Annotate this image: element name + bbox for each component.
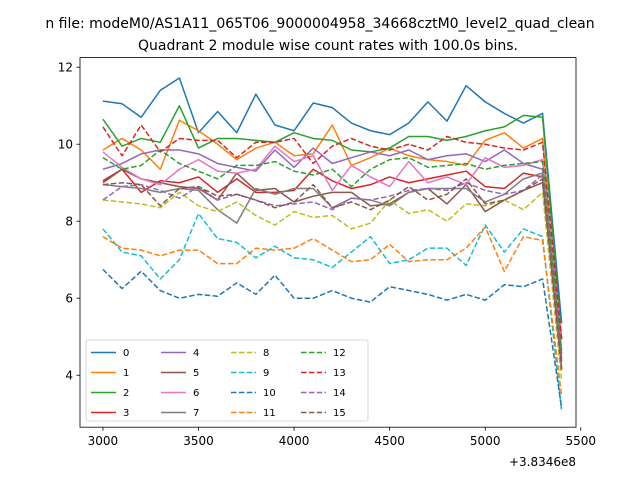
legend-label-14: 14	[333, 388, 346, 399]
y-tick-label: 4	[65, 369, 73, 383]
legend-label-4: 4	[193, 348, 199, 359]
series-line-6	[102, 145, 563, 339]
legend-label-5: 5	[193, 368, 199, 379]
legend-label-12: 12	[333, 348, 346, 359]
figure-suptitle: n file: modeM0/AS1A11_065T06_9000004958_…	[45, 16, 594, 32]
legend-label-8: 8	[263, 348, 269, 359]
series-line-8	[102, 191, 563, 382]
x-tick-label: 3500	[183, 434, 214, 448]
x-tick-label: 5500	[566, 434, 597, 448]
series-line-11	[102, 226, 563, 397]
x-tick-label: 5000	[470, 434, 501, 448]
series-line-14	[102, 174, 563, 368]
series-line-12	[102, 149, 563, 357]
legend-label-11: 11	[263, 408, 276, 419]
x-tick-label: 4000	[279, 434, 310, 448]
legend-label-3: 3	[123, 408, 129, 419]
series-line-10	[102, 268, 563, 409]
y-tick-label: 8	[65, 215, 73, 229]
series-line-1	[102, 119, 563, 360]
legend-label-6: 6	[193, 388, 199, 399]
legend-label-10: 10	[263, 388, 276, 399]
plot-frame	[79, 57, 577, 428]
chart-title: Quadrant 2 module wise count rates with …	[138, 38, 518, 54]
series-line-5	[102, 168, 563, 362]
y-tick-label: 12	[58, 61, 73, 75]
series-line-3	[102, 168, 563, 370]
series-layer	[102, 77, 563, 412]
legend-label-7: 7	[193, 408, 199, 419]
series-line-4	[102, 147, 563, 351]
legend-box	[85, 339, 369, 422]
x-axis: 3000 3500 4000 4500 5000 5500	[88, 427, 596, 448]
y-tick-label: 6	[65, 292, 73, 306]
legend-label-13: 13	[333, 368, 346, 379]
legend-label-0: 0	[123, 348, 129, 359]
series-line-2	[102, 104, 563, 339]
series-line-0	[102, 77, 563, 324]
legend-label-2: 2	[123, 388, 129, 399]
legend-label-15: 15	[333, 408, 346, 419]
series-line-9	[102, 212, 563, 412]
y-tick-label: 10	[58, 138, 73, 152]
series-line-15	[102, 178, 563, 372]
y-axis: 4 6 8 10 12	[58, 61, 80, 383]
legend-label-1: 1	[123, 368, 129, 379]
series-line-13	[102, 124, 563, 341]
legend-label-9: 9	[263, 368, 269, 379]
x-tick-label: 3000	[88, 434, 119, 448]
x-offset-label: +3.8346e8	[509, 455, 576, 469]
x-tick-label: 4500	[374, 434, 405, 448]
